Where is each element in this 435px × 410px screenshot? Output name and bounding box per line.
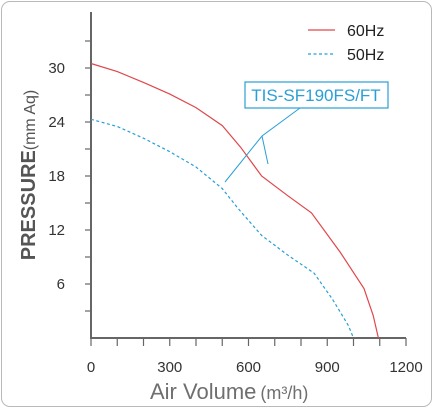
series-50hz-line xyxy=(90,118,355,339)
legend: 60Hz 50Hz xyxy=(308,23,384,64)
x-axis-unit: (m³/h) xyxy=(260,383,308,403)
legend-50hz-label: 50Hz xyxy=(347,47,384,64)
x-axis-title: Air Volume (m³/h) xyxy=(150,379,308,404)
series-60hz-line xyxy=(90,62,379,339)
callout-label: TIS-SF190FS/FT xyxy=(251,86,380,105)
y-axis-title-text: PRESSURE xyxy=(18,150,40,260)
y-axis-title: PRESSURE(mm Aq) xyxy=(18,90,40,260)
x-tick-label: 600 xyxy=(236,359,261,376)
x-tick-label: 1200 xyxy=(389,359,422,376)
y-tick-label: 24 xyxy=(48,114,65,131)
y-axis-unit: (mm Aq) xyxy=(22,90,39,150)
x-axis-ticks: 0 300 600 900 1200 xyxy=(87,338,423,376)
callout-box xyxy=(244,81,389,109)
x-tick-label: 0 xyxy=(87,359,95,376)
y-tick-label: 12 xyxy=(48,222,65,239)
x-tick-label: 900 xyxy=(315,359,340,376)
x-tick-label: 300 xyxy=(157,359,182,376)
y-tick-label: 6 xyxy=(57,276,65,293)
x-axis-title-text: Air Volume xyxy=(150,379,256,404)
y-tick-label: 30 xyxy=(48,60,65,77)
y-axis-ticks: 6 12 18 24 30 xyxy=(48,40,91,312)
legend-60hz-label: 60Hz xyxy=(347,23,384,40)
y-tick-label: 18 xyxy=(48,168,65,185)
callout-leader-line xyxy=(224,107,301,183)
model-callout: TIS-SF190FS/FT xyxy=(224,81,389,183)
callout-leader-line-branch xyxy=(261,135,269,165)
